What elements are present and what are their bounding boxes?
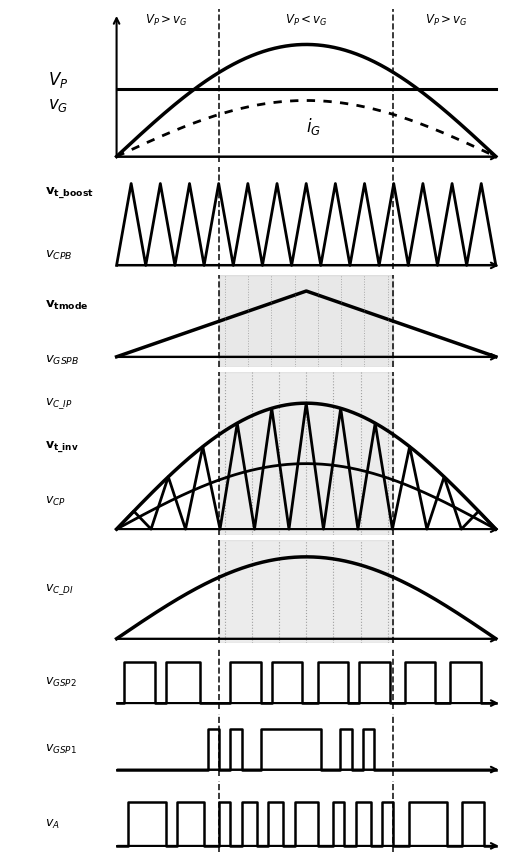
- Text: $v_{GSP2}$: $v_{GSP2}$: [45, 676, 76, 689]
- Text: $V_P$: $V_P$: [48, 71, 69, 90]
- Text: $v_{GSP1}$: $v_{GSP1}$: [45, 742, 76, 756]
- Bar: [219, 541, 393, 643]
- Text: $v_{C\_DI}$: $v_{C\_DI}$: [45, 582, 74, 597]
- Text: $v_A$: $v_A$: [45, 818, 59, 831]
- Text: $\mathbf{v_{t\_inv}}$: $\mathbf{v_{t\_inv}}$: [45, 440, 78, 455]
- Text: $v_{C\_IP}$: $v_{C\_IP}$: [45, 396, 72, 411]
- Text: $V_P > v_G$: $V_P > v_G$: [144, 13, 187, 28]
- Text: $v_{CPB}$: $v_{CPB}$: [45, 249, 72, 262]
- Text: $V_P < v_G$: $V_P < v_G$: [285, 13, 327, 28]
- Text: $v_G$: $v_G$: [48, 96, 69, 114]
- Text: $v_{CP}$: $v_{CP}$: [45, 495, 65, 508]
- Text: $V_P > v_G$: $V_P > v_G$: [425, 13, 468, 28]
- Text: $i_G$: $i_G$: [306, 116, 321, 137]
- Text: $v_{GSPB}$: $v_{GSPB}$: [45, 354, 79, 367]
- Bar: [219, 372, 393, 536]
- Bar: [219, 275, 393, 367]
- Text: $\mathbf{v_{t\_boost}}$: $\mathbf{v_{t\_boost}}$: [45, 186, 93, 201]
- Text: $\mathbf{v_{tmode}}$: $\mathbf{v_{tmode}}$: [45, 299, 88, 312]
